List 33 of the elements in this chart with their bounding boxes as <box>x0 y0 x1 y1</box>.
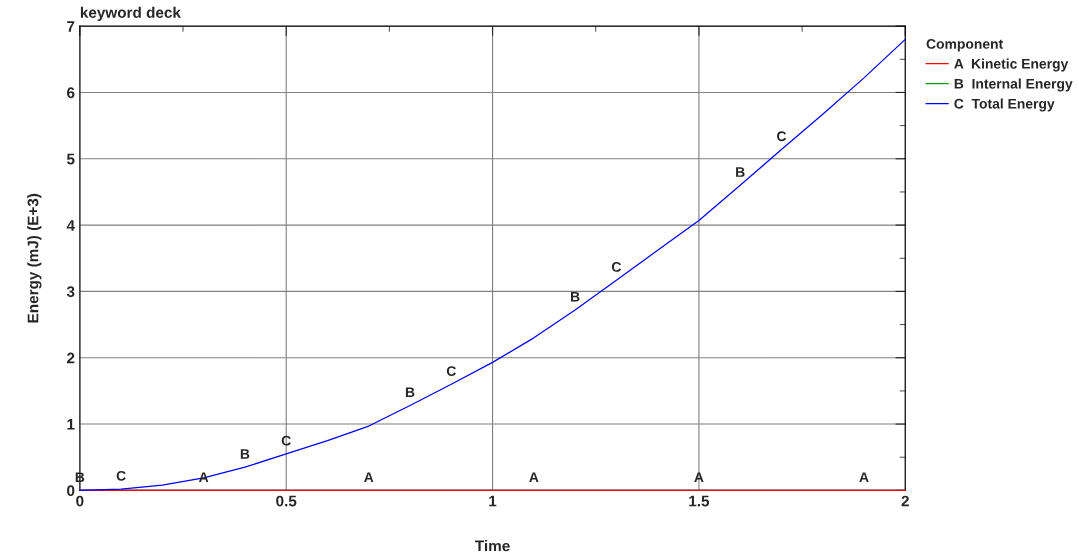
y-tick-label: 6 <box>67 87 75 99</box>
x-tick-label: 0 <box>76 495 84 507</box>
annotation: A <box>364 472 374 482</box>
annotation: C <box>777 131 787 142</box>
legend-label: A Kinetic Energy <box>954 58 1069 72</box>
annotation: C <box>116 470 126 481</box>
annotation: A <box>529 472 539 482</box>
x-tick-label: 2 <box>901 495 909 507</box>
y-tick-label: 7 <box>67 21 75 32</box>
annotation: B <box>571 292 580 302</box>
y-tick-label: 4 <box>66 220 75 231</box>
x-tick-label: 1 <box>489 495 497 507</box>
x-tick-label: 0.5 <box>276 495 297 507</box>
x-tick-label: 1.5 <box>689 495 710 507</box>
annotation: A <box>694 472 704 482</box>
y-tick-label: 3 <box>66 286 75 298</box>
x-axis-title: Time <box>475 540 510 552</box>
y-axis-title: Energy (mJ) (E+3) <box>27 193 42 323</box>
y-tick-label: 1 <box>67 419 75 430</box>
legend-title: Component <box>926 39 1004 52</box>
y-tick-label: 0 <box>67 485 75 497</box>
y-tick-label: 2 <box>67 352 75 364</box>
annotation: B <box>405 387 415 398</box>
annotation: A <box>859 472 869 482</box>
legend-label: B Internal Energy <box>954 78 1073 92</box>
chart-title: keyword deck <box>80 6 181 21</box>
annotation: B <box>240 449 250 459</box>
annotation: C <box>281 435 291 446</box>
y-tick-label: 5 <box>66 153 75 165</box>
annotation: C <box>446 366 456 376</box>
legend-label: C Total Energy <box>954 98 1055 112</box>
annotation: C <box>611 262 622 272</box>
annotation: B <box>736 167 745 177</box>
